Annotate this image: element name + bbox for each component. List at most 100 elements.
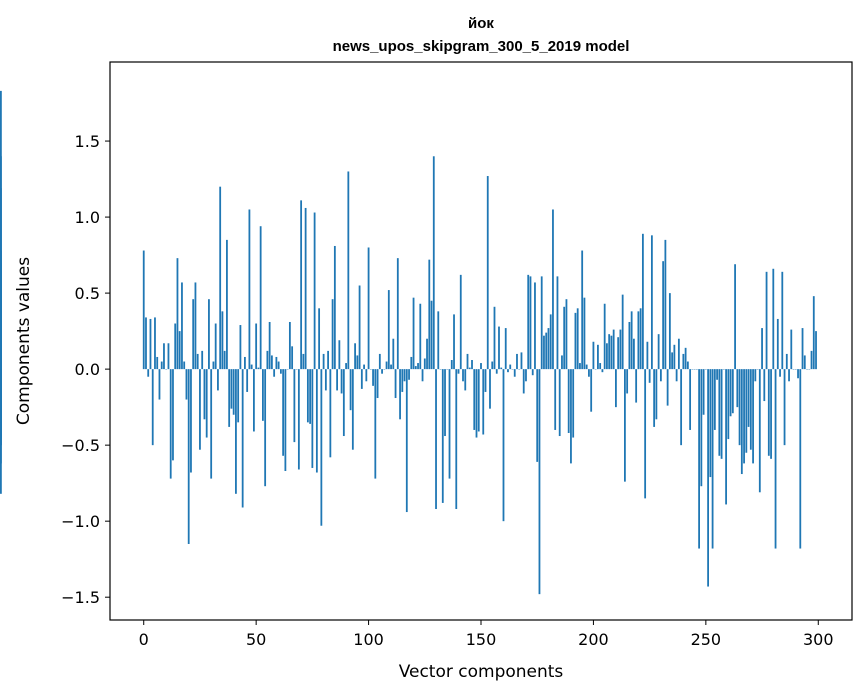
bar (187, 369, 190, 544)
bar (790, 329, 793, 370)
x-tick-label: 0 (139, 630, 149, 649)
bar (633, 338, 635, 370)
bar (668, 293, 671, 370)
bar (507, 369, 509, 373)
bar (572, 369, 575, 438)
bar (473, 369, 476, 430)
bar (644, 369, 647, 499)
bar (639, 308, 642, 370)
bar (538, 369, 541, 595)
bar (304, 207, 307, 370)
bar (378, 353, 381, 370)
bar (646, 341, 649, 370)
bar (214, 323, 217, 370)
bar (601, 369, 604, 373)
bar (540, 276, 543, 370)
bar (387, 290, 390, 370)
bar (635, 369, 638, 403)
bar (758, 369, 761, 493)
bar (142, 250, 145, 370)
bar (167, 343, 170, 370)
bar (248, 209, 251, 370)
x-axis-ticks: 0 50 100 150 200 250 300 (139, 620, 834, 649)
y-tick-label: −1.0 (61, 512, 100, 531)
bar (336, 369, 338, 391)
bar (810, 350, 813, 370)
bar (484, 369, 487, 392)
bar-series (0, 90, 817, 595)
bar (709, 369, 712, 478)
bar (520, 352, 523, 370)
bar (351, 369, 354, 450)
bar (689, 369, 692, 430)
bar (536, 369, 539, 462)
y-tick-label: 0.0 (75, 360, 100, 379)
bar (311, 369, 314, 468)
y-tick-label: −0.5 (61, 436, 100, 455)
y-tick-label: 1.5 (75, 132, 100, 151)
bar (682, 353, 685, 370)
bar (545, 332, 548, 370)
bar (477, 369, 480, 432)
bar (729, 369, 732, 417)
bar (385, 361, 388, 370)
bar (657, 334, 660, 370)
bar (655, 369, 658, 420)
bar (641, 233, 644, 370)
bar (318, 308, 321, 370)
bar (617, 337, 620, 370)
bar (423, 358, 426, 370)
bar (282, 369, 285, 456)
bar (671, 352, 674, 370)
bar (322, 353, 325, 370)
bar (390, 364, 392, 370)
bar (358, 285, 361, 370)
bar (235, 369, 237, 494)
bar (257, 367, 260, 370)
bar (270, 355, 273, 370)
bar (585, 364, 588, 370)
bar (563, 306, 566, 370)
bar (208, 299, 210, 370)
bar (181, 282, 183, 370)
bar (770, 369, 772, 459)
bar (774, 369, 777, 549)
bar (664, 239, 667, 370)
bar (599, 363, 602, 370)
bar (468, 367, 471, 370)
bar (417, 363, 419, 370)
bar (331, 299, 334, 370)
bar (277, 361, 280, 370)
bar (738, 369, 741, 446)
bar (653, 369, 656, 427)
bar (172, 369, 174, 461)
bar (761, 328, 763, 370)
bar (731, 369, 734, 414)
bar (448, 369, 451, 479)
bar (621, 294, 624, 370)
bar (779, 369, 781, 377)
bar (745, 369, 748, 453)
bar (196, 353, 199, 370)
bar (253, 369, 255, 432)
bar (367, 247, 370, 370)
bar (781, 271, 784, 370)
bar (455, 369, 458, 510)
bar (279, 369, 282, 374)
bar (529, 276, 532, 370)
bar (410, 356, 413, 370)
bar (342, 369, 345, 437)
bar (803, 355, 806, 370)
bar (801, 328, 804, 370)
x-axis-label: Vector components (399, 662, 564, 682)
bar (239, 325, 242, 370)
bar (740, 369, 743, 475)
plot-frame (109, 61, 853, 621)
bar (340, 369, 343, 394)
bar (408, 369, 410, 380)
bar (561, 355, 563, 370)
bar (567, 369, 570, 433)
bar (324, 369, 327, 391)
bar (525, 369, 527, 382)
bar (752, 369, 754, 464)
